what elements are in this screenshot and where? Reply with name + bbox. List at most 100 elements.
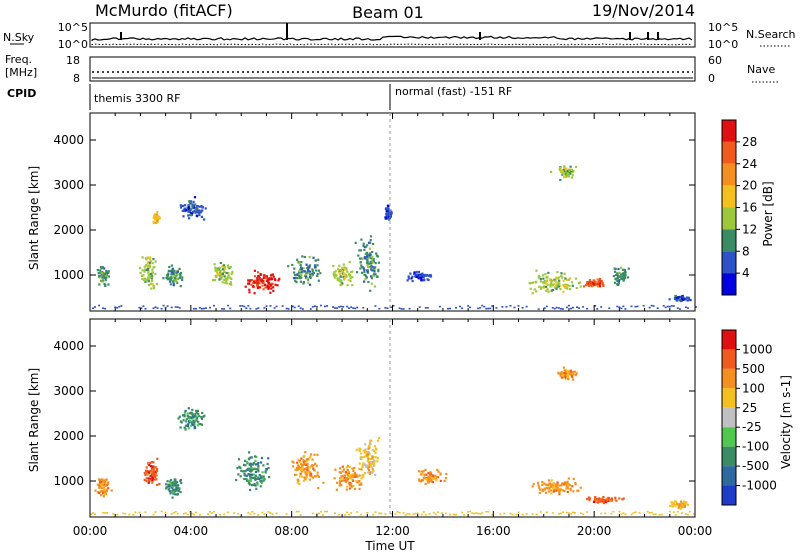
scatter-cell — [305, 467, 309, 470]
scatter-cell — [104, 484, 107, 488]
scatter-cell — [567, 174, 570, 177]
colorbar-swatch — [722, 273, 736, 295]
scatter-cell — [561, 482, 564, 485]
scatter-cell — [556, 285, 559, 288]
scatter-cell — [344, 274, 347, 277]
scatter-cell — [149, 257, 152, 261]
scatter-cell — [194, 426, 197, 430]
scatter-cell — [249, 465, 253, 468]
scatter-cell — [248, 280, 251, 283]
freq-unit-label: [MHz] — [5, 66, 37, 79]
scatter-cell — [241, 470, 244, 473]
scatter-cell — [299, 307, 302, 309]
scatter-cell — [249, 307, 252, 310]
scatter-cell — [305, 475, 308, 479]
scatter-cell — [196, 409, 200, 412]
scatter-cell — [375, 448, 378, 451]
scatter-cell — [252, 483, 255, 487]
scatter-cell — [695, 306, 697, 308]
scatter-cell — [150, 470, 153, 473]
scatter-cell — [99, 481, 102, 484]
scatter-cell — [549, 283, 552, 286]
scatter-cell — [369, 260, 372, 263]
scatter-cell — [272, 275, 275, 278]
scatter-cell — [418, 306, 421, 308]
scatter-cell — [453, 513, 455, 516]
scatter-cell — [368, 472, 371, 475]
scatter-cell — [656, 307, 659, 309]
scatter-cell — [151, 476, 154, 479]
scatter-cell — [297, 510, 300, 513]
scatter-cell — [265, 277, 268, 280]
scatter-cell — [321, 514, 324, 516]
scatter-cell — [347, 472, 350, 475]
scatter-cell — [366, 255, 369, 258]
scatter-cell — [190, 424, 193, 427]
scatter-cell — [176, 306, 179, 308]
scatter-cell — [576, 306, 578, 308]
scatter-cell — [104, 512, 107, 514]
scatter-cell — [249, 279, 252, 282]
scatter-cell — [406, 512, 409, 515]
scatter-cell — [107, 275, 110, 278]
scatter-cell — [300, 468, 303, 471]
scatter-cell — [345, 268, 348, 271]
scatter-cell — [368, 254, 371, 257]
scatter-cell — [674, 500, 677, 503]
scatter-cell — [152, 258, 155, 261]
scatter-cell — [600, 498, 603, 501]
scatter-cell — [141, 269, 144, 272]
scatter-cell — [178, 415, 181, 418]
scatter-cell — [114, 306, 117, 308]
colorbar-swatch — [722, 141, 736, 164]
scatter-cell — [352, 469, 355, 472]
scatter-cell — [154, 511, 157, 513]
scatter-cell — [572, 511, 574, 514]
scatter-cell — [101, 276, 104, 279]
scatter-cell — [262, 479, 265, 482]
scatter-cell — [311, 306, 314, 308]
scatter-cell — [536, 481, 540, 484]
scatter-cell — [626, 276, 630, 279]
scatter-cell — [248, 291, 251, 294]
scatter-cell — [358, 257, 362, 260]
scatter-cell — [432, 511, 435, 514]
scatter-cell — [216, 271, 219, 274]
scatter-cell — [311, 273, 314, 276]
scatter-cell — [567, 482, 570, 485]
scatter-cell — [402, 308, 405, 310]
scatter-cell — [547, 487, 550, 490]
scatter-cell — [316, 264, 319, 267]
scatter-cell — [335, 273, 338, 277]
scatter-cell — [218, 272, 221, 276]
scatter-cell — [197, 423, 200, 426]
scatter-cell — [227, 266, 230, 269]
scatter-cell — [621, 498, 624, 501]
scatter-cell — [404, 514, 407, 516]
colorbar-tick-label: 25 — [742, 401, 757, 415]
scatter-cell — [152, 470, 156, 473]
scatter-cell — [189, 200, 193, 203]
scatter-cell — [244, 285, 247, 288]
scatter-cell — [256, 271, 260, 274]
scatter-cell — [245, 478, 248, 481]
scatter-cell — [371, 274, 374, 277]
scatter-cell — [612, 510, 615, 513]
scatter-cell — [342, 272, 345, 275]
scatter-cell — [176, 493, 179, 496]
scatter-cell — [563, 369, 566, 372]
scatter-cell — [317, 487, 320, 490]
scatter-cell — [151, 465, 154, 468]
scatter-cell — [224, 281, 227, 284]
scatter-cell — [245, 307, 248, 309]
scatter-cell — [672, 503, 675, 506]
scatter-cell — [364, 464, 368, 467]
radar-title: McMurdo (fitACF) — [95, 1, 233, 20]
scatter-cell — [188, 200, 191, 203]
scatter-cell — [374, 473, 377, 476]
scatter-cell — [225, 279, 228, 282]
scatter-cell — [473, 512, 476, 515]
colorbar-swatch — [722, 485, 736, 505]
scatter-cell — [608, 307, 611, 309]
scatter-cell — [364, 257, 367, 260]
